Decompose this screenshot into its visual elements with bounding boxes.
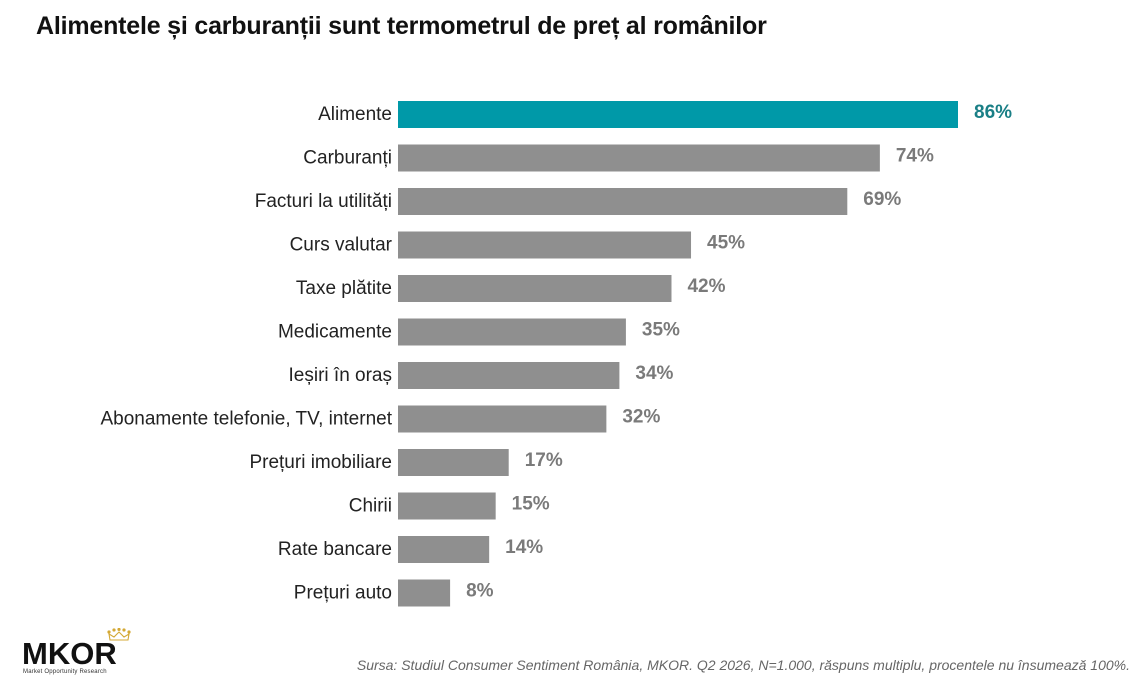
category-label-6: Ieșiri în oraș bbox=[289, 365, 392, 386]
category-label-11: Prețuri auto bbox=[294, 583, 392, 604]
bar-4 bbox=[398, 275, 672, 302]
value-labels-group: 86% 74% 69% 45% 42% 35% 34% 32% 17% 15% 14% 8% bbox=[466, 102, 1012, 602]
bars-group bbox=[398, 101, 958, 607]
bar-6 bbox=[398, 362, 620, 389]
category-label-0: Alimente bbox=[318, 104, 392, 125]
value-label-7: 32% bbox=[622, 407, 660, 428]
category-label-3: Curs valutar bbox=[290, 235, 393, 256]
category-labels-group: Alimente Carburanți Facturi la utilități Cu… bbox=[100, 104, 392, 604]
bar-5 bbox=[398, 318, 626, 346]
bar-10 bbox=[398, 536, 490, 563]
bar-0 bbox=[398, 101, 958, 128]
crown-icon bbox=[107, 628, 131, 641]
logo-subtext: Market Opportunity Research bbox=[23, 669, 107, 675]
chart-title: Alimentele și carburanții sunt termometr… bbox=[36, 12, 767, 40]
value-label-8: 17% bbox=[525, 450, 563, 471]
bar-1 bbox=[398, 144, 880, 172]
bar-7 bbox=[398, 405, 607, 433]
bar-8 bbox=[398, 449, 509, 476]
category-label-8: Prețuri imobiliare bbox=[249, 452, 392, 473]
source-note: Sursa: Studiul Consumer Sentiment Români… bbox=[356, 657, 1130, 673]
value-label-11: 8% bbox=[466, 581, 494, 602]
value-label-4: 42% bbox=[687, 276, 725, 297]
category-label-5: Medicamente bbox=[278, 322, 392, 343]
value-label-0: 86% bbox=[974, 102, 1012, 123]
category-label-4: Taxe plătite bbox=[296, 278, 392, 299]
logo-text: MKOR bbox=[22, 636, 117, 671]
value-label-10: 14% bbox=[505, 537, 543, 558]
bar-3 bbox=[398, 231, 692, 259]
value-label-1: 74% bbox=[896, 146, 934, 167]
category-label-10: Rate bancare bbox=[278, 539, 392, 560]
category-label-7: Abonamente telefonie, TV, internet bbox=[100, 409, 392, 430]
value-label-5: 35% bbox=[642, 320, 680, 341]
bar-9 bbox=[398, 492, 496, 520]
value-label-9: 15% bbox=[512, 494, 550, 515]
category-label-2: Facturi la utilități bbox=[255, 191, 392, 212]
category-label-9: Chirii bbox=[349, 496, 392, 517]
mkor-logo: MKOR Market Opportunity Research bbox=[22, 628, 152, 676]
bar-11 bbox=[398, 579, 451, 607]
value-label-2: 69% bbox=[863, 189, 901, 210]
value-label-6: 34% bbox=[635, 363, 673, 384]
category-label-1: Carburanți bbox=[303, 148, 392, 169]
value-label-3: 45% bbox=[707, 233, 745, 254]
bar-2 bbox=[398, 188, 848, 215]
